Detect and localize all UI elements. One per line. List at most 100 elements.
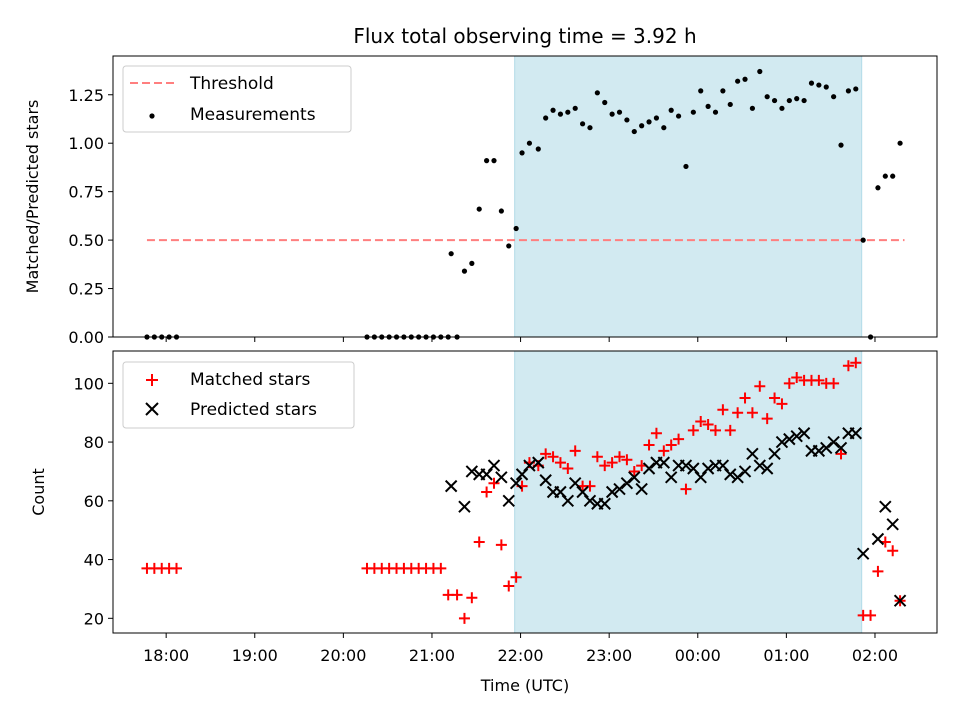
measurement-point — [860, 237, 866, 243]
matched-point — [481, 486, 493, 498]
predicted-point — [576, 485, 589, 499]
measurement-point — [448, 251, 454, 257]
matched-point — [606, 457, 618, 469]
matched-point — [717, 404, 729, 416]
measurement-point — [823, 84, 829, 90]
predicted-point — [701, 462, 715, 475]
matched-point — [783, 377, 795, 389]
predicted-point — [444, 479, 458, 493]
predicted-point — [893, 594, 907, 607]
matched-point — [495, 539, 507, 551]
measurement-point — [683, 163, 689, 170]
matched-point — [658, 445, 670, 457]
measurement-point — [845, 88, 851, 94]
predicted-point — [753, 459, 767, 472]
matched-point — [599, 460, 611, 472]
legend-matched-label: Matched stars — [190, 370, 310, 390]
measurement-point — [550, 107, 556, 113]
x-tick-label: 20:00 — [320, 646, 366, 665]
measurement-point — [594, 90, 600, 96]
predicted-point — [613, 482, 626, 496]
predicted-point — [827, 435, 840, 449]
top-plot-frame — [112, 55, 938, 338]
measurement-point — [712, 109, 719, 115]
measurement-point — [690, 109, 696, 115]
matched-point — [584, 480, 596, 492]
bottom-y-axis-label: Count — [29, 468, 48, 516]
matched-point — [732, 407, 744, 419]
predicted-point — [856, 547, 870, 560]
measurement-point — [720, 88, 726, 94]
bottom-plot: 20 40 60 80 100 18:00 19:00 20:00 21:00 22:00 23:0… — [29, 350, 938, 695]
measurement-point — [882, 173, 888, 179]
predicted-point — [731, 471, 744, 484]
y-tick-label: 0.25 — [68, 280, 104, 299]
y-tick-label: 0.75 — [68, 183, 104, 202]
measurement-point — [816, 82, 822, 88]
x-tick-label: 18:00 — [143, 646, 189, 665]
predicted-point — [724, 468, 737, 481]
legend-predicted-label: Predicted stars — [190, 400, 317, 420]
measurement-point — [786, 97, 792, 104]
predicted-point — [628, 471, 641, 484]
matched-point — [828, 377, 840, 389]
measurement-point — [897, 140, 903, 146]
x-tick-label: 23:00 — [586, 646, 632, 665]
measurement-point — [705, 103, 711, 109]
x-tick-label: 21:00 — [409, 646, 455, 665]
predicted-point — [554, 485, 567, 499]
matched-point — [510, 571, 522, 583]
matched-point — [503, 580, 515, 592]
predicted-point — [487, 459, 501, 472]
predicted-point — [605, 485, 619, 499]
matched-point — [591, 451, 603, 463]
measurement-point — [668, 107, 674, 113]
observing-window-shade-bottom — [514, 350, 863, 634]
matched-point — [473, 536, 485, 548]
measurement-point — [653, 115, 660, 121]
y-tick-label: 0.50 — [68, 231, 104, 250]
measurement-point — [461, 268, 468, 274]
measurement-point — [543, 115, 549, 121]
top-legend: Threshold Measurements — [122, 65, 352, 133]
predicted-point — [515, 468, 529, 481]
top-y-axis-label: Matched/Predicted stars — [23, 100, 42, 294]
measurement-point — [749, 105, 756, 111]
predicted-point — [738, 465, 752, 478]
measurement-point — [661, 125, 667, 131]
matched-point — [842, 360, 854, 372]
matched-point — [435, 562, 447, 574]
observing-window-shade-top — [514, 55, 863, 338]
measurement-point — [565, 109, 571, 115]
matched-point — [650, 427, 662, 439]
measurement-point — [779, 105, 785, 111]
predicted-point — [458, 500, 471, 513]
predicted-point — [797, 427, 811, 440]
predicted-point — [664, 471, 678, 484]
matched-point — [547, 451, 559, 463]
matched-point — [739, 392, 751, 404]
predicted-point — [775, 435, 789, 449]
measurement-point — [875, 185, 881, 191]
matched-point — [754, 380, 766, 392]
matched-point — [614, 451, 626, 463]
predicted-point — [687, 462, 700, 475]
predicted-point — [849, 427, 862, 440]
measurement-point — [484, 158, 490, 164]
measurement-point — [735, 78, 741, 84]
matched-point — [865, 609, 877, 621]
measurement-point — [794, 96, 800, 102]
matched-point — [665, 439, 677, 451]
measurement-point — [572, 105, 578, 111]
x-tick-label: 19:00 — [232, 646, 278, 665]
legend-matched-swatch — [146, 374, 158, 386]
matched-point — [628, 465, 640, 477]
matched-point — [540, 448, 552, 460]
predicted-point — [539, 474, 552, 487]
y-tick-label: 100 — [73, 374, 104, 393]
predicted-point — [746, 447, 759, 461]
predicted-point — [532, 456, 545, 469]
matched-point — [702, 418, 714, 430]
predicted-point — [783, 432, 796, 446]
